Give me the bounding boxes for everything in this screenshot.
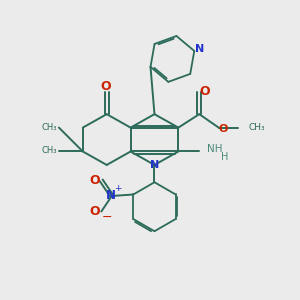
Text: CH₃: CH₃ (41, 146, 56, 155)
Text: N: N (151, 160, 160, 170)
Text: N: N (106, 190, 116, 202)
Text: CH₃: CH₃ (41, 122, 56, 131)
Text: H: H (221, 152, 228, 162)
Text: O: O (219, 124, 228, 134)
Text: O: O (101, 80, 111, 93)
Text: CH₃: CH₃ (248, 122, 265, 131)
Text: N: N (195, 44, 204, 55)
Text: −: − (101, 211, 112, 224)
Text: O: O (89, 205, 100, 218)
Text: +: + (114, 184, 122, 193)
Text: NH: NH (207, 144, 222, 154)
Text: O: O (89, 174, 100, 187)
Text: O: O (199, 85, 210, 98)
